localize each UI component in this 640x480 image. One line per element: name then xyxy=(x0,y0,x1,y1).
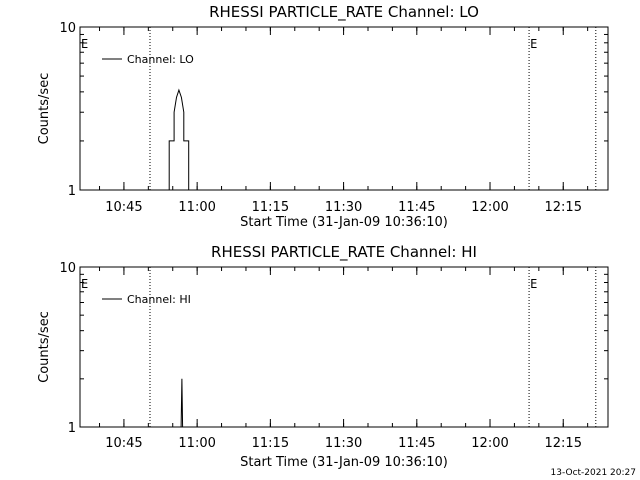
x-tick-label: 11:00 xyxy=(178,436,215,451)
x-axis-label: Start Time (31-Jan-09 10:36:10) xyxy=(240,455,448,470)
x-tick-label: 11:30 xyxy=(325,200,362,215)
event-marker-label: E xyxy=(530,277,537,291)
y-tick-label: 10 xyxy=(59,261,76,276)
y-axis-label: Counts/sec xyxy=(37,73,52,145)
x-tick-label: 12:00 xyxy=(471,200,508,215)
x-tick-label: 12:15 xyxy=(545,200,582,215)
x-tick-label: 11:15 xyxy=(252,436,289,451)
x-tick-label: 11:45 xyxy=(398,200,435,215)
chart-panel-2: RHESSI PARTICLE_RATE Channel: HI 1 10 10:45… xyxy=(37,243,609,470)
timestamp: 13-Oct-2021 20:27 xyxy=(551,468,636,478)
x-tick-label: 12:00 xyxy=(471,436,508,451)
chart-panel-1: RHESSI PARTICLE_RATE Channel: LO 1 10 10:45… xyxy=(37,3,609,230)
series-line xyxy=(168,88,190,190)
event-marker-label: E xyxy=(81,37,88,51)
event-marker-label: E xyxy=(530,37,537,51)
y-axis-label: Counts/sec xyxy=(37,311,52,383)
y-tick-label: 10 xyxy=(59,21,76,36)
x-axis-label: Start Time (31-Jan-09 10:36:10) xyxy=(240,215,448,230)
x-tick-label: 11:00 xyxy=(178,200,215,215)
legend-entry: Channel: LO xyxy=(127,53,194,66)
series-line xyxy=(180,378,184,428)
legend-entry: Channel: HI xyxy=(127,293,191,306)
chart-title: RHESSI PARTICLE_RATE Channel: LO xyxy=(209,3,479,22)
y-tick-label: 1 xyxy=(68,184,76,199)
event-marker-label: E xyxy=(81,277,88,291)
x-tick-label: 10:45 xyxy=(105,436,142,451)
x-tick-label: 10:45 xyxy=(105,200,142,215)
x-tick-label: 12:15 xyxy=(545,436,582,451)
y-tick-label: 1 xyxy=(68,421,76,436)
x-tick-label: 11:30 xyxy=(325,436,362,451)
x-tick-label: 11:15 xyxy=(252,200,289,215)
x-tick-label: 11:45 xyxy=(398,436,435,451)
chart-title: RHESSI PARTICLE_RATE Channel: HI xyxy=(211,243,477,262)
